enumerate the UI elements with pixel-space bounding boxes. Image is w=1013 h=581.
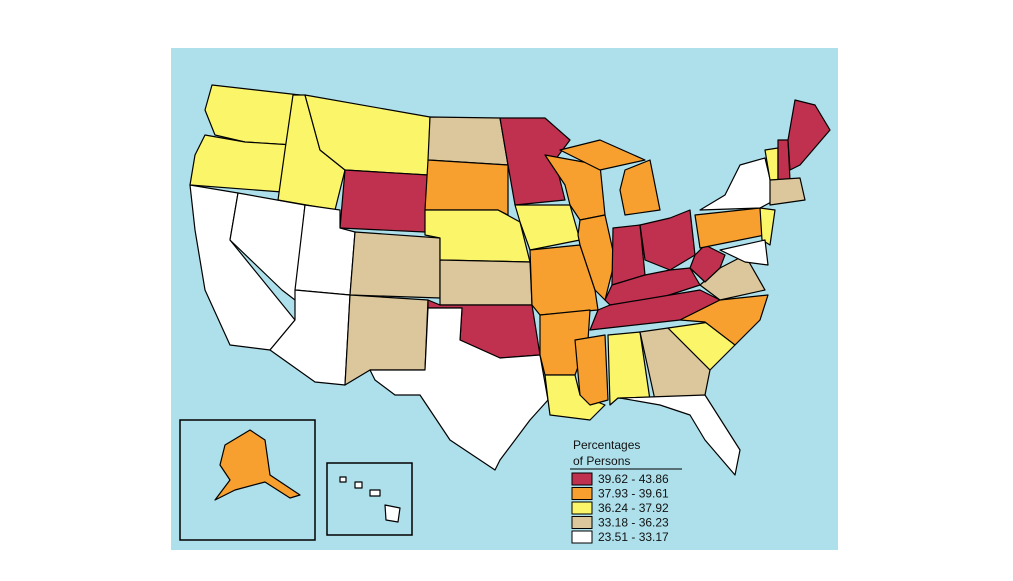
state: [514, 204, 581, 251]
legend-swatch: [571, 530, 593, 544]
state: [759, 207, 776, 246]
legend-label: 39.62 - 43.86: [598, 472, 669, 486]
legend-label: 36.24 - 37.92: [598, 501, 669, 515]
alaska-inset: [179, 419, 316, 541]
state: [384, 504, 401, 523]
legend-title: of Persons: [573, 454, 630, 468]
state: [689, 244, 726, 283]
legend-swatch: [571, 516, 593, 529]
state: [369, 307, 549, 471]
state: [339, 169, 429, 233]
state: [544, 374, 606, 421]
state: [427, 116, 509, 166]
state: [559, 139, 646, 171]
hawaii-inset: [326, 462, 413, 536]
state: [639, 327, 711, 401]
state: [577, 214, 616, 301]
state: [189, 134, 294, 193]
state: [204, 84, 301, 146]
state: [499, 117, 571, 206]
legend-label: 37.93 - 39.61: [598, 487, 669, 501]
state: [339, 476, 347, 483]
states: [189, 84, 831, 523]
state: [354, 481, 363, 489]
state: [619, 394, 741, 476]
state: [769, 177, 806, 206]
state: [349, 231, 441, 299]
legend-title: Percentages: [573, 438, 640, 452]
state: [619, 159, 661, 216]
legend-label: 33.18 - 36.23: [598, 516, 669, 530]
state: [574, 334, 609, 406]
state: [214, 429, 301, 501]
legend-swatch: [571, 501, 593, 515]
legend-swatch: [571, 472, 593, 486]
state: [439, 259, 533, 306]
state: [424, 159, 509, 216]
legend-swatch: [571, 487, 593, 500]
legend-label: 23.51 - 33.17: [598, 530, 669, 544]
state: [369, 489, 381, 497]
state: [787, 99, 831, 171]
state: [719, 239, 769, 266]
